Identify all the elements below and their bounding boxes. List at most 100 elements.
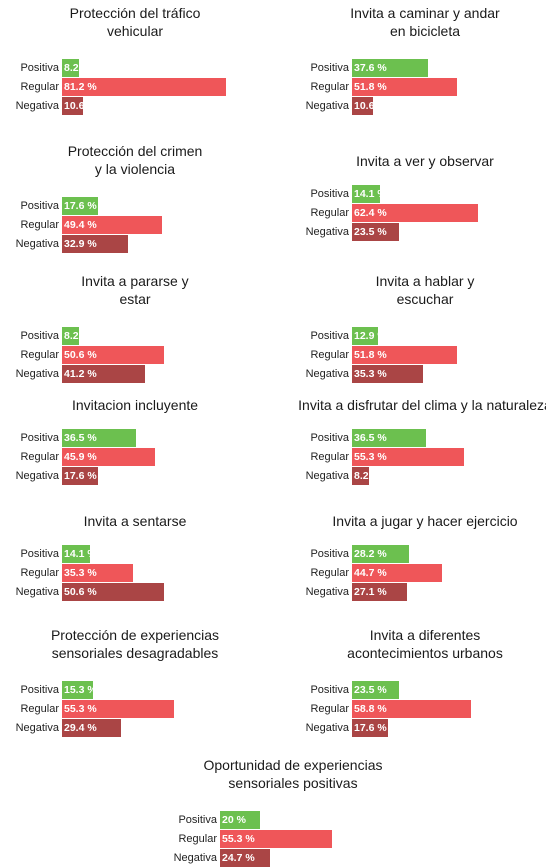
data-label: 8.2 % xyxy=(64,330,91,342)
data-label: 23.5 % xyxy=(354,684,387,696)
bar-row-positiva: Positiva 15.3 % xyxy=(0,681,270,699)
data-label: 24.7 % xyxy=(222,852,255,864)
category-label: Positiva xyxy=(310,188,349,200)
bar-row-positiva: Positiva 36.5 % xyxy=(290,429,546,447)
data-label: 10.6 % xyxy=(354,100,387,112)
bar-negativa xyxy=(352,365,424,383)
data-label: 41.2 % xyxy=(64,368,97,380)
data-label: 17.6 % xyxy=(64,470,97,482)
category-label: Negativa xyxy=(15,368,59,380)
category-label: Regular xyxy=(20,219,59,231)
category-label: Negativa xyxy=(15,238,59,250)
bar-row-negativa: Negativa 35.3 % xyxy=(290,365,546,383)
chart-title: Invita a hablar y escuchar xyxy=(290,272,546,308)
data-label: 55.3 % xyxy=(354,451,387,463)
bar-row-positiva: Positiva 12.9 % xyxy=(290,327,546,345)
bar-row-positiva: Positiva 20 % xyxy=(158,811,428,829)
category-label: Positiva xyxy=(20,200,59,212)
data-label: 45.9 % xyxy=(64,451,97,463)
chart-title-line: Invita a sentarse xyxy=(83,513,187,529)
chart-title: Protección del crimen y la violencia xyxy=(0,142,270,178)
bar-row-positiva: Positiva 23.5 % xyxy=(290,681,546,699)
chart-title-line: y la violencia xyxy=(94,161,176,177)
bar-row-negativa: Negativa 50.6 % xyxy=(0,583,270,601)
chart-title: Protección del tráfico vehicular xyxy=(0,4,270,40)
chart-title-line: Invita a disfrutar del clima y la natura… xyxy=(298,397,546,413)
chart-title: Invita a pararse y estar xyxy=(0,272,270,308)
category-label: Negativa xyxy=(305,722,349,734)
bar-regular xyxy=(62,78,226,96)
chart-title: Protección de experiencias sensoriales de… xyxy=(0,626,270,662)
category-label: Regular xyxy=(310,451,349,463)
chart-title-line: Invitacion incluyente xyxy=(71,397,199,413)
bar-row-negativa: Negativa 17.6 % xyxy=(290,719,546,737)
category-label: Positiva xyxy=(310,548,349,560)
category-label: Negativa xyxy=(305,368,349,380)
chart-title-line: sensoriales desagradables xyxy=(51,645,219,661)
bar-regular xyxy=(352,564,443,582)
bar-negativa xyxy=(352,97,374,115)
chart-title-line: Protección del tráfico xyxy=(69,5,201,21)
data-label: 50.6 % xyxy=(64,349,97,361)
bar-positiva xyxy=(352,185,381,203)
data-label: 17.6 % xyxy=(354,722,387,734)
data-label: 32.9 % xyxy=(64,238,97,250)
data-label: 55.3 % xyxy=(222,833,255,845)
data-label: 12.9 % xyxy=(354,330,387,342)
chart-title-line: acontecimientos urbanos xyxy=(347,645,503,661)
bar-positiva xyxy=(62,327,79,345)
bar-row-regular: Regular 45.9 % xyxy=(0,448,270,466)
chart-title-line: en bicicleta xyxy=(389,23,461,39)
category-label: Positiva xyxy=(310,684,349,696)
bar-positiva xyxy=(62,681,93,699)
category-label: Positiva xyxy=(20,548,59,560)
category-label: Regular xyxy=(20,451,59,463)
category-label: Negativa xyxy=(15,100,59,112)
chart-title: Invitacion incluyente xyxy=(0,396,270,414)
bar-row-negativa: Negativa 24.7 % xyxy=(158,849,428,867)
bar-regular xyxy=(352,204,479,222)
bar-regular xyxy=(352,448,464,466)
chart-title-line: sensoriales positivas xyxy=(228,775,358,791)
chart-title-line: Invita a ver y observar xyxy=(356,153,494,169)
bar-negativa xyxy=(62,365,146,383)
category-label: Negativa xyxy=(305,226,349,238)
category-label: Regular xyxy=(310,349,349,361)
bar-row-regular: Regular 55.3 % xyxy=(290,448,546,466)
bar-row-negativa: Negativa 41.2 % xyxy=(0,365,270,383)
bar-row-positiva: Positiva 14.1 % xyxy=(290,185,546,203)
bar-negativa xyxy=(352,719,388,737)
category-label: Regular xyxy=(20,703,59,715)
category-label: Positiva xyxy=(20,62,59,74)
chart-title: Invita a caminar y andar en bicicleta xyxy=(290,4,546,40)
category-label: Regular xyxy=(310,207,349,219)
bar-positiva xyxy=(62,197,98,215)
data-label: 35.3 % xyxy=(64,567,97,579)
bar-negativa xyxy=(352,467,369,485)
category-label: Negativa xyxy=(15,470,59,482)
chart-title-line: vehicular xyxy=(106,23,164,39)
bar-negativa xyxy=(62,97,84,115)
data-label: 58.8 % xyxy=(354,703,387,715)
bar-row-negativa: Negativa 10.6 % xyxy=(0,97,270,115)
chart-title: Invita a ver y observar xyxy=(290,152,546,170)
category-label: Negativa xyxy=(305,100,349,112)
data-label: 14.1 % xyxy=(64,548,97,560)
bar-row-positiva: Positiva 36.5 % xyxy=(0,429,270,447)
data-label: 8.2 % xyxy=(354,470,381,482)
bar-regular xyxy=(62,448,155,466)
data-label: 28.2 % xyxy=(354,548,387,560)
category-label: Regular xyxy=(310,81,349,93)
category-label: Regular xyxy=(20,567,59,579)
bar-positiva xyxy=(220,811,261,829)
category-label: Positiva xyxy=(20,684,59,696)
category-label: Negativa xyxy=(305,586,349,598)
bar-regular xyxy=(62,216,162,234)
bar-row-negativa: Negativa 17.6 % xyxy=(0,467,270,485)
category-label: Negativa xyxy=(15,722,59,734)
data-label: 51.8 % xyxy=(354,349,387,361)
data-label: 36.5 % xyxy=(354,432,387,444)
bar-row-positiva: Positiva 17.6 % xyxy=(0,197,270,215)
category-label: Regular xyxy=(178,833,217,845)
